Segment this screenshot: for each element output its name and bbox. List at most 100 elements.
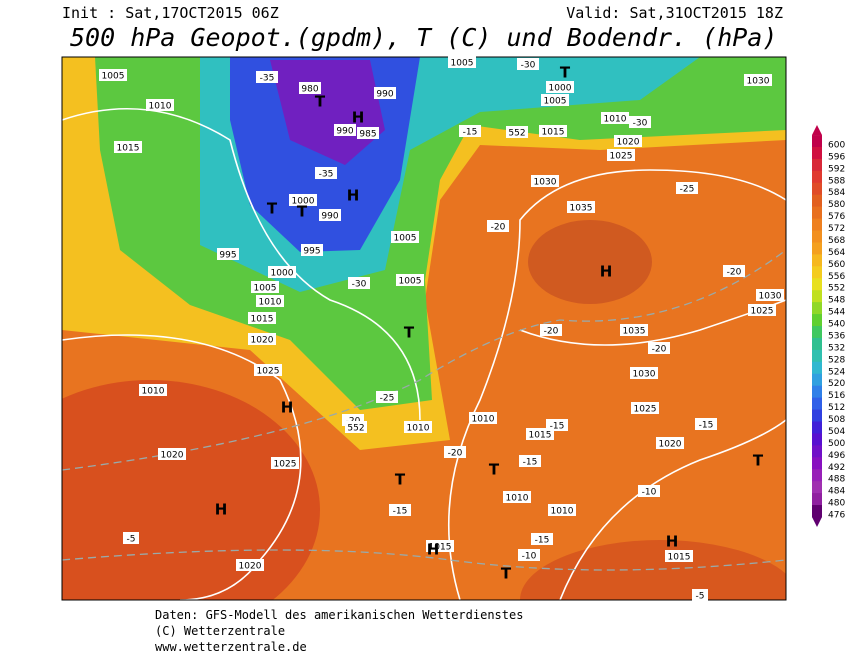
pressure-label: 1010: [472, 415, 495, 425]
pressure-label: 1010: [506, 494, 529, 504]
pressure-label: 1035: [623, 327, 646, 337]
legend-label: 564: [828, 248, 845, 258]
pressure-label: -5: [127, 535, 136, 545]
label-box: [251, 281, 279, 293]
label-box: [748, 304, 776, 316]
pressure-center: T: [297, 203, 308, 221]
legend-swatch: [812, 493, 822, 506]
pressure-center: T: [404, 324, 415, 342]
label-box: [268, 266, 296, 278]
footer-line: www.wetterzentrale.de: [155, 640, 307, 654]
label-box: [146, 99, 174, 111]
legend-label: 580: [828, 200, 845, 210]
pressure-label: 1015: [542, 128, 565, 138]
legend-swatch: [812, 218, 822, 232]
legend-swatch: [812, 266, 822, 279]
pressure-label: -20: [448, 449, 463, 459]
pressure-label: -25: [380, 394, 395, 404]
pressure-label: 1010: [259, 298, 282, 308]
label-box: [638, 485, 660, 497]
pressure-label: 1010: [604, 115, 627, 125]
label-box: [541, 94, 569, 106]
legend-swatch: [812, 421, 822, 434]
label-box: [139, 384, 167, 396]
pressure-label: 1025: [257, 367, 280, 377]
pressure-label: 1020: [617, 138, 640, 148]
pressure-label: 552: [508, 129, 525, 139]
legend-swatch: [812, 146, 822, 160]
footer-line: (C) Wetterzentrale: [155, 624, 285, 638]
legend-label: 540: [828, 320, 845, 330]
label-box: [531, 175, 559, 187]
pressure-label: 990: [376, 90, 393, 100]
label-box: [256, 295, 284, 307]
legend-swatch: [812, 230, 822, 243]
label-box: [695, 418, 717, 430]
legend-swatch: [812, 170, 822, 184]
pressure-center: H: [427, 541, 440, 559]
label-box: [123, 532, 139, 544]
legend-swatch: [812, 194, 822, 208]
label-box: [744, 74, 772, 86]
pressure-center: T: [489, 461, 500, 479]
label-box: [217, 248, 239, 260]
label-box: [448, 56, 476, 68]
label-box: [656, 437, 684, 449]
label-box: [348, 277, 370, 289]
legend-label: 536: [828, 331, 845, 341]
label-box: [158, 448, 186, 460]
pressure-label: 1015: [668, 553, 691, 563]
label-box: [546, 419, 568, 431]
pressure-label: 985: [359, 130, 376, 140]
legend-label: 592: [828, 164, 845, 174]
legend-swatch: [812, 135, 822, 148]
pressure-center: T: [753, 452, 764, 470]
title: 500 hPa Geopot.(gpdm), T (C) und Bodendr…: [70, 23, 777, 52]
label-box: [519, 455, 541, 467]
pressure-center: H: [352, 109, 365, 127]
pressure-label: 1000: [271, 269, 294, 279]
pressure-label: 1005: [394, 234, 417, 244]
pressure-label: 1020: [659, 440, 682, 450]
label-box: [319, 209, 341, 221]
label-box: [601, 112, 629, 124]
pressure-label: -35: [260, 74, 275, 84]
pressure-label: -15: [463, 128, 478, 138]
label-box: [469, 412, 497, 424]
pressure-center: H: [666, 533, 679, 551]
label-box: [539, 125, 567, 137]
pressure-label: 1010: [142, 387, 165, 397]
legend-label: 560: [828, 260, 845, 270]
pressure-label: 1025: [274, 460, 297, 470]
label-box: [676, 182, 698, 194]
label-box: [546, 81, 574, 93]
label-box: [629, 116, 651, 128]
legend-label: 476: [828, 511, 845, 521]
pressure-label: -20: [544, 327, 559, 337]
legend-label: 544: [828, 308, 845, 318]
pressure-label: -5: [696, 592, 705, 602]
legend-label: 600: [828, 141, 845, 151]
pressure-label: 1030: [747, 77, 770, 87]
legend-label: 516: [828, 391, 845, 401]
label-box: [567, 201, 595, 213]
label-box: [396, 274, 424, 286]
pressure-label: -15: [535, 536, 550, 546]
pressure-center: H: [215, 501, 228, 519]
legend-swatch: [812, 182, 822, 196]
footer-line: Daten: GFS-Modell des amerikanischen Wet…: [155, 608, 523, 622]
legend-swatch: [812, 481, 822, 494]
label-box: [248, 312, 276, 324]
pressure-label: 552: [347, 424, 364, 434]
legend-arrow: [812, 125, 822, 136]
label-box: [444, 446, 466, 458]
pressure-label: 1030: [633, 370, 656, 380]
pressure-center: T: [267, 200, 278, 218]
legend-swatch: [812, 361, 822, 375]
label-box: [607, 149, 635, 161]
label-box: [630, 367, 658, 379]
pressure-label: 1000: [549, 84, 572, 94]
label-box: [487, 220, 509, 232]
legend-swatch: [812, 349, 822, 363]
